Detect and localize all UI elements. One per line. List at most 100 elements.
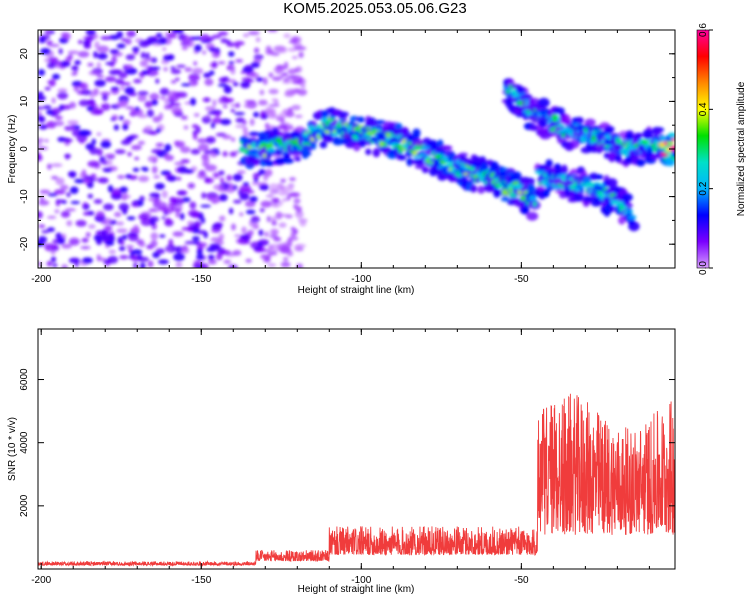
heatmap-cell — [272, 197, 280, 204]
heatmap-cell — [138, 39, 150, 48]
heatmap-cell — [83, 211, 90, 216]
heatmap-cell — [293, 204, 298, 210]
heatmap-cell — [175, 77, 180, 82]
heatmap-cell — [125, 244, 135, 249]
heatmap-cell — [65, 153, 70, 160]
heatmap-cell — [38, 211, 43, 219]
heatmap-cell — [230, 137, 236, 143]
heatmap-cell — [103, 203, 114, 211]
heatmap-cell — [458, 152, 469, 157]
x-tick-label: -100 — [351, 575, 371, 586]
heatmap-cell — [153, 175, 161, 179]
heatmap-cell — [38, 69, 46, 76]
spectrogram-ylabel: Frequency (Hz) — [7, 115, 18, 184]
heatmap-cell — [233, 199, 242, 204]
heatmap-cell — [258, 229, 264, 236]
heatmap-cell — [96, 148, 103, 157]
heatmap-cell — [280, 178, 286, 183]
heatmap-cell — [269, 187, 274, 195]
heatmap-cell — [128, 246, 133, 253]
heatmap-cell — [181, 45, 188, 51]
heatmap-cell — [516, 86, 525, 94]
heatmap-cell — [232, 249, 242, 256]
heatmap-cell — [220, 118, 232, 126]
heatmap-cell — [250, 72, 260, 79]
heatmap-cell — [250, 62, 260, 68]
heatmap-cell — [235, 59, 244, 63]
heatmap-cell — [230, 265, 236, 268]
heatmap-cell — [47, 227, 55, 232]
heatmap-cell — [97, 53, 108, 60]
heatmap-cell — [61, 264, 68, 268]
heatmap-cell — [316, 124, 322, 129]
heatmap-cell — [627, 215, 636, 220]
heatmap-cell — [137, 256, 149, 262]
heatmap-cell — [536, 184, 546, 192]
heatmap-cell — [213, 184, 224, 191]
heatmap-cell — [489, 161, 499, 170]
heatmap-cell — [210, 122, 216, 129]
heatmap-cell — [114, 149, 126, 155]
heatmap-cell — [260, 254, 269, 260]
heatmap-cell — [166, 175, 177, 182]
heatmap-cell — [47, 62, 56, 69]
heatmap-cell — [245, 64, 252, 70]
heatmap-cell — [353, 142, 361, 152]
heatmap-cell — [121, 234, 128, 241]
heatmap-cell — [294, 46, 307, 51]
heatmap-cell — [110, 86, 120, 90]
heatmap-cell — [60, 184, 69, 191]
heatmap-cell — [604, 125, 615, 133]
heatmap-cell — [137, 94, 147, 102]
heatmap-cell — [120, 240, 125, 246]
heatmap-cell — [201, 50, 207, 55]
heatmap-cell — [282, 80, 292, 85]
heatmap-cell — [65, 208, 76, 212]
heatmap-cell — [259, 184, 270, 191]
heatmap-cell — [239, 193, 250, 201]
heatmap-cell — [157, 259, 169, 265]
y-tick-label: 4000 — [19, 431, 30, 454]
heatmap-cell — [370, 136, 378, 142]
heatmap-cell — [442, 145, 453, 151]
heatmap-cell — [207, 254, 215, 260]
heatmap-cell — [268, 88, 279, 95]
heatmap-cell — [634, 133, 642, 141]
heatmap-cell — [145, 52, 150, 60]
heatmap-cell — [133, 78, 142, 84]
heatmap-cell — [298, 51, 304, 58]
heatmap-cell — [532, 201, 537, 207]
y-tick-label: 6000 — [19, 368, 30, 391]
heatmap-cell — [151, 166, 158, 174]
heatmap-cell — [112, 69, 123, 73]
heatmap-cell — [132, 51, 139, 55]
heatmap-cell — [222, 134, 232, 140]
heatmap-cell — [109, 49, 120, 54]
heatmap-cell — [137, 140, 145, 145]
heatmap-cell — [258, 101, 268, 106]
heatmap-cell — [197, 143, 209, 152]
heatmap-cell — [176, 176, 182, 181]
heatmap-cell — [39, 189, 51, 194]
heatmap-cell — [249, 196, 258, 203]
heatmap-cell — [108, 249, 117, 254]
heatmap-cell — [271, 229, 278, 236]
heatmap-cell — [260, 110, 267, 117]
heatmap-cell — [180, 115, 188, 120]
heatmap-cell — [113, 211, 122, 218]
heatmap-cell — [76, 134, 88, 143]
heatmap-cell — [517, 185, 523, 189]
heatmap-cell — [218, 233, 225, 241]
heatmap-cell — [212, 117, 222, 124]
heatmap-cell — [245, 209, 256, 215]
heatmap-cell — [189, 201, 197, 210]
heatmap-cell — [230, 108, 236, 113]
heatmap-cell — [635, 158, 646, 167]
heatmap-cell — [179, 212, 185, 221]
heatmap-cell — [266, 215, 271, 223]
heatmap-cell — [100, 35, 113, 41]
colorbar-tick-label: 0.0 — [698, 261, 709, 275]
heatmap-cell — [470, 184, 477, 193]
heatmap-cell — [139, 195, 145, 202]
heatmap-cell — [626, 208, 632, 212]
